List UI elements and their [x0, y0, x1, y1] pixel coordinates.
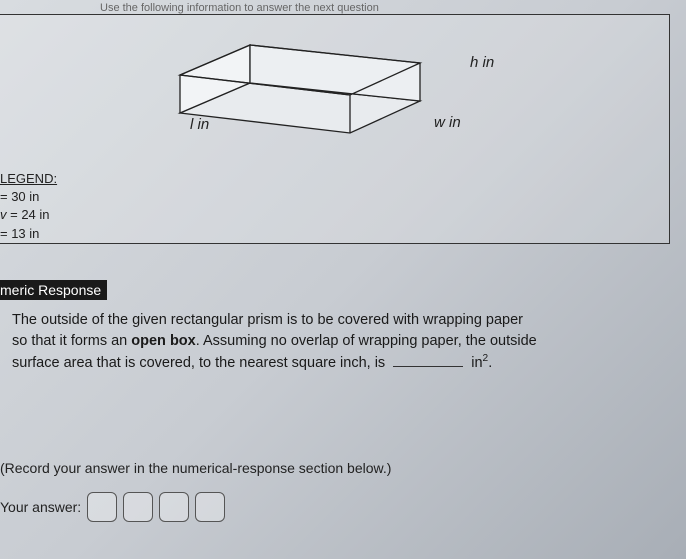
period: . [488, 355, 492, 371]
legend-title: LEGEND: [0, 170, 57, 188]
legend-block: LEGEND: = 30 in v = 24 in = 13 in [0, 170, 57, 243]
numeric-response-badge: meric Response [0, 280, 107, 300]
record-instruction: (Record your answer in the numerical-res… [0, 460, 391, 476]
label-height: h in [470, 54, 494, 71]
answer-digit-2[interactable] [123, 492, 153, 522]
question-line3a: surface area that is covered, to the nea… [12, 355, 389, 371]
answer-digit-4[interactable] [195, 492, 225, 522]
unit: in [471, 355, 482, 371]
answer-label: Your answer: [0, 499, 81, 515]
legend-l: = 30 in [0, 188, 57, 206]
header-instruction: Use the following information to answer … [100, 2, 379, 14]
answer-digit-1[interactable] [87, 492, 117, 522]
legend-h: = 13 in [0, 225, 57, 243]
label-length: l in [190, 116, 209, 133]
question-line2b: . Assuming no overlap of wrapping paper,… [196, 333, 537, 349]
question-bold: open box [131, 333, 195, 349]
diagram-container [0, 14, 670, 244]
answer-digit-3[interactable] [159, 492, 189, 522]
label-width: w in [434, 114, 461, 131]
question-line2a: so that it forms an [12, 333, 131, 349]
answer-blank [393, 366, 463, 367]
question-line1: The outside of the given rectangular pri… [12, 312, 523, 328]
answer-row: Your answer: [0, 492, 225, 522]
legend-w: v = 24 in [0, 206, 57, 224]
question-text: The outside of the given rectangular pri… [12, 310, 676, 374]
